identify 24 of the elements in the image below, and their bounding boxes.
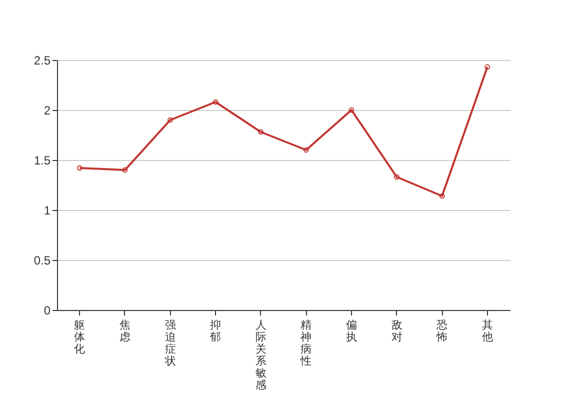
x-tick-label: 焦虑 — [119, 318, 130, 344]
x-tick-label: 人际关系敏感 — [255, 318, 266, 392]
point — [303, 147, 309, 153]
y-tick-label: 0.5 — [34, 254, 51, 268]
point — [348, 107, 354, 113]
x-tick-label: 偏执 — [346, 318, 357, 344]
x-tick-label: 精神病性 — [300, 318, 312, 368]
x-tick-label: 躯体化 — [74, 318, 86, 356]
x-tick-label: 敌对 — [391, 318, 402, 344]
y-tick-label: 2.5 — [34, 54, 51, 68]
y-tick-label: 2 — [44, 104, 51, 118]
x-tick-label: 强迫症状 — [164, 318, 176, 368]
x-tick-label: 抑郁 — [210, 318, 222, 344]
point — [258, 129, 264, 135]
x-tick-label: 其他 — [482, 318, 493, 344]
y-tick-label: 1.5 — [34, 154, 51, 168]
point — [212, 99, 218, 105]
point — [168, 117, 173, 123]
y-tick-label: 0 — [44, 304, 51, 318]
y-tick-label: 1 — [44, 204, 51, 218]
x-tick-label: 恐怖 — [436, 318, 448, 344]
point — [394, 174, 400, 180]
point — [122, 167, 128, 173]
point — [439, 193, 445, 199]
